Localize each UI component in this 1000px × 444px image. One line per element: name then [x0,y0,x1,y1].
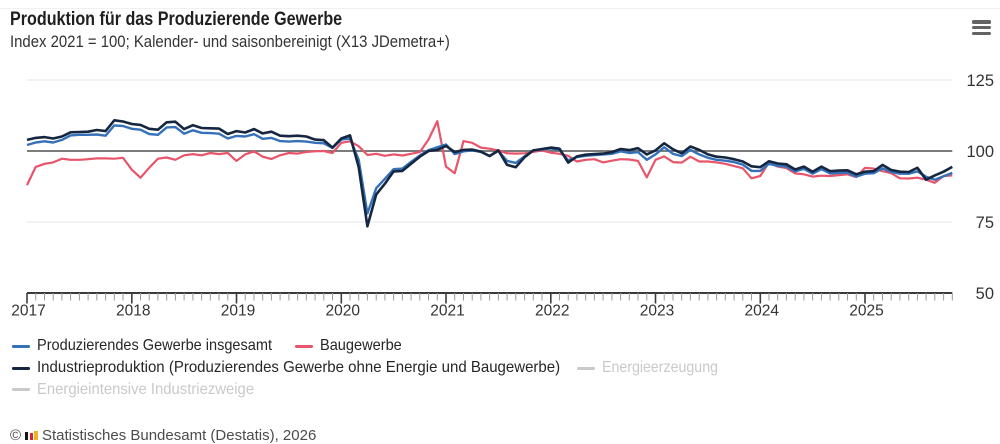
svg-text:2017: 2017 [11,303,45,320]
svg-text:2020: 2020 [326,303,361,320]
svg-text:2023: 2023 [640,303,674,320]
svg-text:2021: 2021 [430,303,464,320]
svg-text:2025: 2025 [849,303,883,320]
svg-text:100: 100 [966,143,994,161]
svg-text:2022: 2022 [535,303,569,320]
svg-text:2024: 2024 [745,303,780,320]
svg-text:2019: 2019 [221,303,255,320]
svg-text:2018: 2018 [116,303,150,320]
svg-text:75: 75 [976,214,994,232]
svg-text:125: 125 [966,72,994,90]
svg-text:50: 50 [976,285,994,303]
